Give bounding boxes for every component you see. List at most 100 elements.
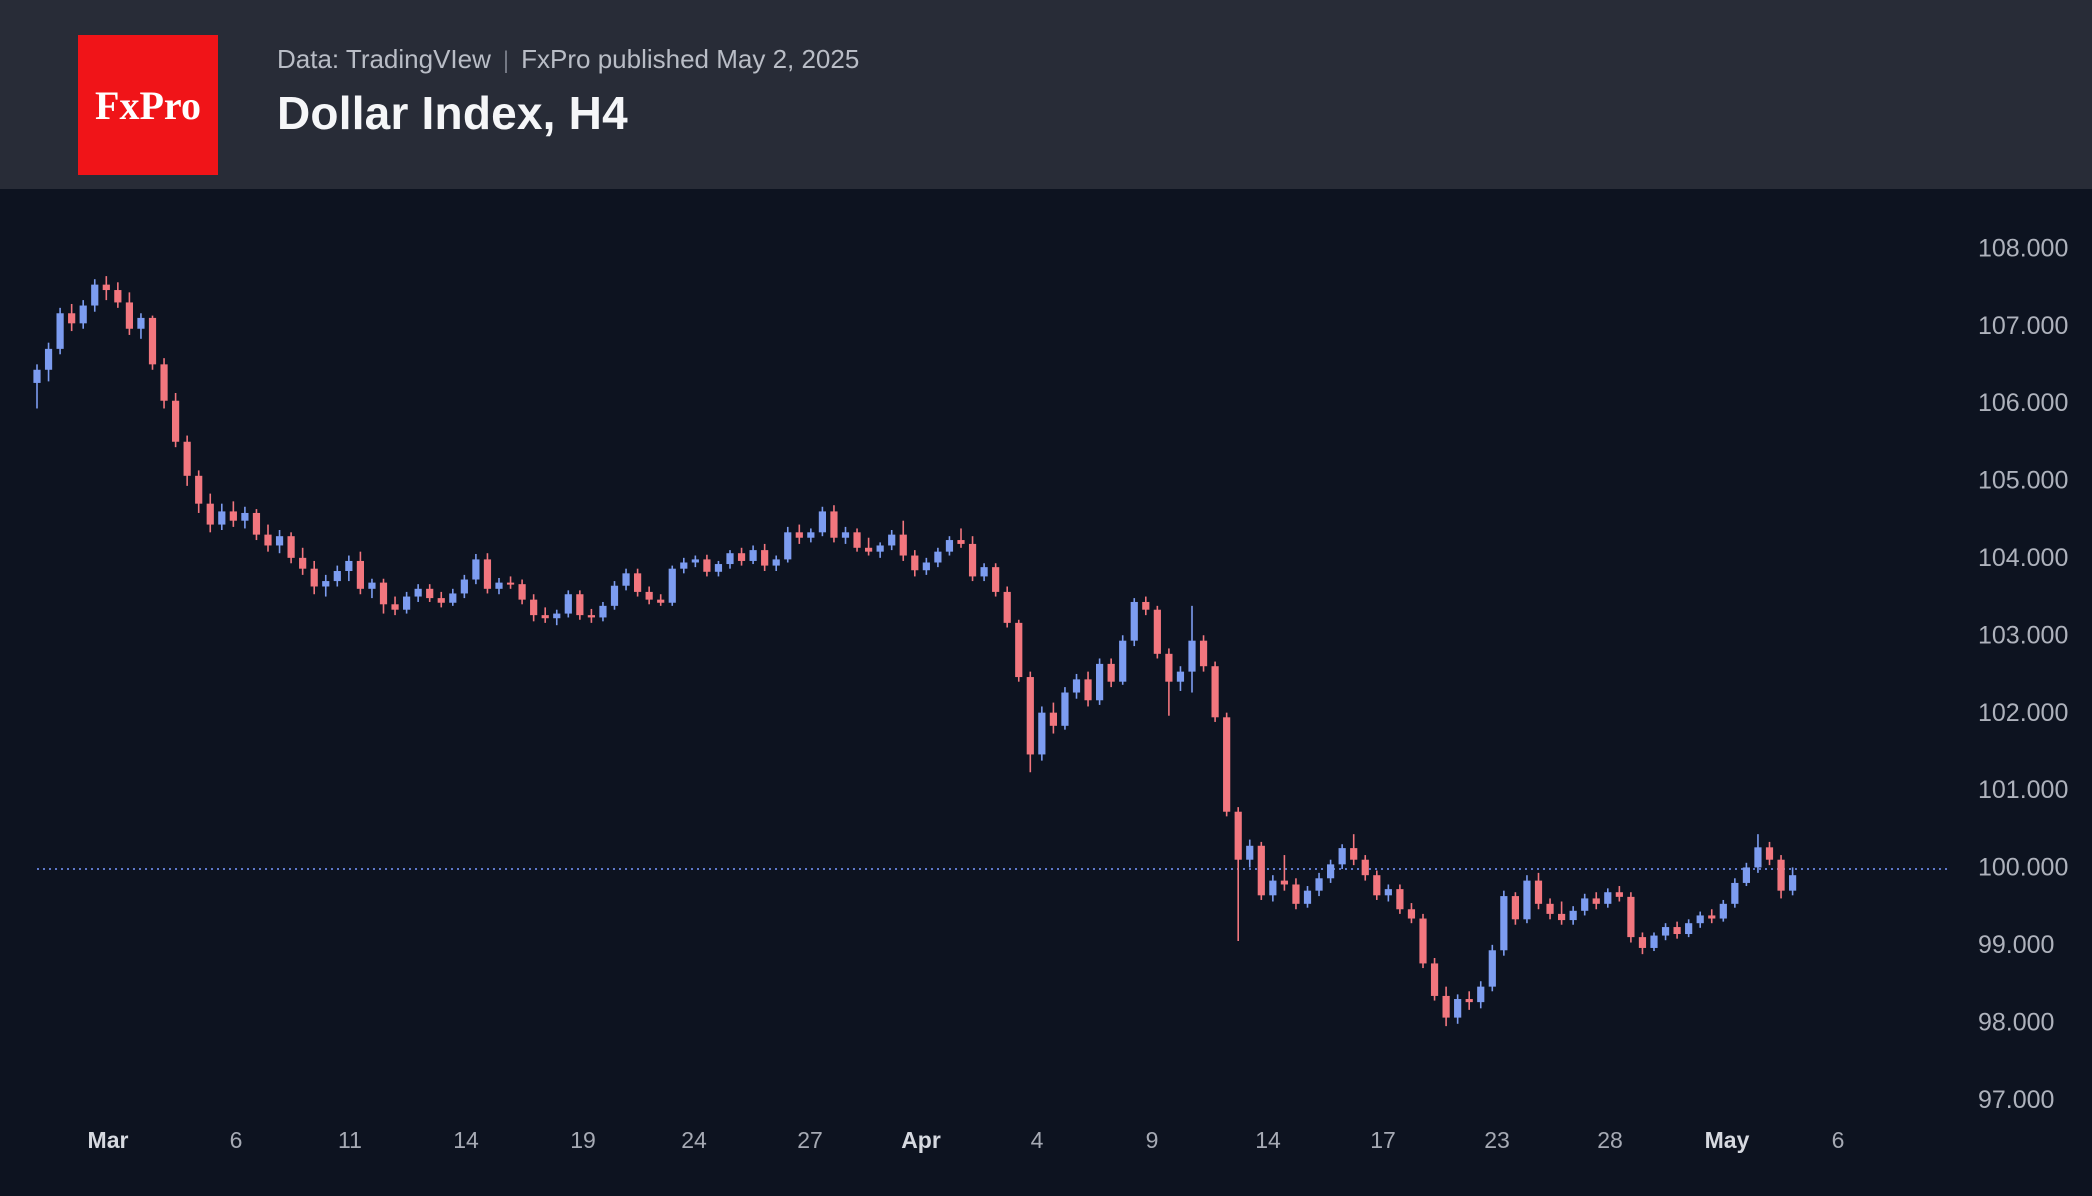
candle-body: [1673, 927, 1681, 935]
candle-body: [1084, 679, 1092, 701]
publish-info-text: FxPro published May 2, 2025: [521, 44, 860, 74]
candle-body: [218, 511, 226, 525]
candle-body: [1280, 880, 1288, 885]
x-axis-label: 19: [570, 1127, 596, 1153]
candle-body: [206, 503, 214, 525]
candle-body: [888, 534, 896, 546]
x-axis-month-label: Mar: [88, 1127, 129, 1153]
candle-body: [1465, 999, 1473, 1003]
candle-body: [1096, 663, 1104, 701]
x-axis-label: 24: [681, 1127, 707, 1153]
candle-body: [1777, 859, 1785, 891]
candle-body: [1488, 950, 1496, 987]
candle-body: [1407, 909, 1416, 919]
candle-body: [1615, 892, 1623, 897]
y-axis-label: 102.000: [1978, 699, 2068, 727]
candle-body: [1234, 811, 1242, 860]
x-axis-label: 11: [338, 1127, 362, 1153]
y-axis-label: 97.000: [1978, 1086, 2054, 1114]
candle-body: [391, 604, 399, 610]
candle-body: [622, 573, 630, 586]
chart-plot-area: [0, 189, 2092, 1196]
candle-body: [1292, 884, 1300, 904]
candle-body: [957, 540, 965, 544]
candle-body: [91, 284, 99, 306]
candle-body: [299, 557, 307, 569]
candle-body: [368, 582, 376, 589]
candle-body: [1581, 898, 1589, 911]
x-axis-label: 9: [1146, 1127, 1159, 1153]
candle-body: [1176, 671, 1185, 682]
candle-body: [645, 591, 653, 600]
candle-body: [772, 559, 780, 566]
candle-body: [1396, 889, 1404, 910]
candle-body: [1419, 918, 1427, 964]
candle-body: [876, 545, 884, 552]
x-axis-label: 17: [1370, 1127, 1396, 1153]
x-axis-label: 6: [1832, 1127, 1845, 1153]
candle-body: [980, 567, 988, 577]
candle-body: [1142, 601, 1150, 610]
candle-body: [379, 582, 388, 605]
candle-body: [795, 532, 803, 538]
candle-body: [1558, 913, 1566, 921]
candle-body: [114, 290, 122, 303]
candle-body: [668, 568, 676, 603]
x-axis-label: 4: [1031, 1127, 1044, 1153]
candle-body: [726, 553, 734, 565]
candle-body: [1569, 910, 1577, 921]
candle-body: [634, 573, 642, 592]
candle-body: [437, 598, 445, 603]
candle-body: [1026, 677, 1034, 755]
candle-body: [333, 571, 341, 582]
candle-body: [553, 613, 561, 619]
candle-body: [737, 553, 746, 561]
x-axis-label: 28: [1597, 1127, 1623, 1153]
candle-body: [472, 559, 480, 580]
candle-body: [1661, 927, 1670, 936]
candle-body: [1754, 847, 1762, 868]
candle-body: [818, 511, 826, 533]
candle-body: [1638, 937, 1647, 948]
y-axis-label: 105.000: [1978, 467, 2068, 495]
candle-body: [195, 475, 203, 504]
candle-body: [68, 313, 76, 324]
candle-body: [1350, 848, 1358, 860]
candle-body: [992, 567, 1000, 592]
candle-body: [1650, 935, 1658, 948]
candle-body: [761, 550, 769, 566]
source-separator: |: [502, 47, 510, 74]
candle-body: [460, 579, 468, 594]
candle-body: [749, 550, 757, 561]
candle-body: [1477, 986, 1485, 1003]
candle-body: [1165, 653, 1173, 682]
candle-body: [1627, 896, 1635, 938]
candle-body: [102, 284, 110, 291]
candle-body: [1211, 666, 1219, 718]
candle-body: [137, 317, 145, 329]
candle-body: [148, 317, 157, 365]
candle-body: [680, 562, 688, 569]
candle-body: [1038, 712, 1046, 755]
page-title: Dollar Index, H4: [277, 87, 628, 139]
candle-body: [1327, 864, 1335, 879]
candle-body: [807, 532, 815, 538]
candle-body: [1153, 609, 1161, 654]
candle-body: [1604, 892, 1612, 904]
candle-body: [1765, 847, 1774, 860]
x-axis-label: 14: [1255, 1127, 1281, 1153]
candle-body: [264, 534, 272, 546]
candle-body: [160, 364, 168, 401]
y-axis-label: 104.000: [1978, 544, 2068, 572]
candle-body: [541, 615, 549, 619]
candle-body: [1049, 712, 1057, 726]
candle-body: [414, 588, 422, 597]
x-axis-label: 14: [453, 1127, 479, 1153]
candle-body: [1500, 896, 1508, 951]
candle-body: [853, 532, 861, 548]
candle-body: [1454, 999, 1462, 1018]
candle-body: [703, 559, 711, 572]
candle-body: [911, 555, 919, 571]
